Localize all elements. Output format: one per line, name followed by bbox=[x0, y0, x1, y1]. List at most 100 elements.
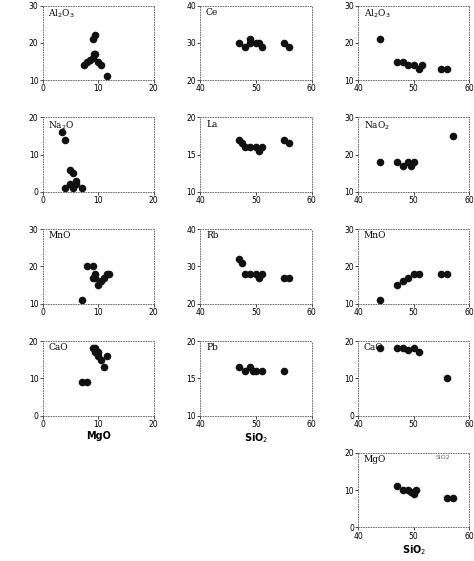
Point bbox=[61, 135, 69, 144]
Text: Al$_2$O$_3$: Al$_2$O$_3$ bbox=[364, 8, 391, 20]
Point bbox=[399, 57, 406, 66]
Point bbox=[89, 273, 96, 282]
Text: Na$_2$O: Na$_2$O bbox=[48, 119, 74, 132]
Point bbox=[399, 344, 406, 353]
Point bbox=[67, 180, 74, 189]
Point bbox=[399, 486, 406, 495]
Point bbox=[376, 158, 384, 167]
Text: La: La bbox=[206, 119, 218, 128]
Point bbox=[258, 142, 265, 151]
Point bbox=[393, 482, 401, 491]
Point bbox=[241, 366, 249, 375]
Point bbox=[236, 362, 243, 371]
Text: CaO: CaO bbox=[364, 343, 383, 352]
Point bbox=[252, 366, 260, 375]
Point bbox=[410, 344, 418, 353]
X-axis label: MgO: MgO bbox=[86, 431, 110, 442]
Point bbox=[258, 42, 265, 51]
Point bbox=[255, 38, 263, 47]
Text: Al$_2$O$_3$: Al$_2$O$_3$ bbox=[48, 8, 75, 20]
Point bbox=[416, 65, 423, 73]
Point bbox=[89, 53, 96, 62]
Point bbox=[103, 269, 110, 278]
Point bbox=[241, 269, 249, 278]
Point bbox=[238, 139, 246, 148]
Point bbox=[438, 269, 445, 278]
Point bbox=[91, 49, 99, 58]
Point bbox=[252, 269, 260, 278]
Point bbox=[241, 142, 249, 151]
Point bbox=[393, 344, 401, 353]
Point bbox=[246, 38, 254, 47]
Point bbox=[399, 277, 406, 286]
Point bbox=[280, 366, 288, 375]
Point bbox=[410, 489, 418, 498]
Point bbox=[376, 344, 384, 353]
Point bbox=[404, 61, 412, 70]
Text: MgO: MgO bbox=[364, 455, 386, 464]
Point bbox=[376, 296, 384, 305]
Point bbox=[399, 162, 406, 171]
Point bbox=[97, 355, 105, 364]
Text: MnO: MnO bbox=[48, 232, 71, 241]
Point bbox=[285, 139, 293, 148]
Text: Rb: Rb bbox=[206, 232, 219, 241]
Point bbox=[241, 42, 249, 51]
Point bbox=[443, 493, 451, 502]
Point bbox=[100, 273, 108, 282]
Point bbox=[236, 255, 243, 264]
Point bbox=[418, 61, 426, 70]
Point bbox=[97, 61, 105, 70]
Point bbox=[416, 348, 423, 357]
Point bbox=[67, 165, 74, 174]
Point bbox=[90, 49, 98, 58]
Point bbox=[89, 344, 96, 353]
Point bbox=[407, 488, 415, 496]
Point bbox=[89, 35, 96, 44]
Point bbox=[285, 42, 293, 51]
Point bbox=[94, 348, 102, 357]
Text: Pb: Pb bbox=[206, 343, 218, 352]
Point bbox=[404, 273, 412, 282]
Point bbox=[410, 269, 418, 278]
Point bbox=[413, 486, 420, 495]
Point bbox=[443, 374, 451, 383]
Point bbox=[72, 176, 80, 185]
Point bbox=[393, 57, 401, 66]
Point bbox=[255, 146, 263, 155]
Point bbox=[94, 280, 102, 289]
Point bbox=[103, 351, 110, 360]
Point bbox=[72, 180, 80, 189]
Point bbox=[246, 142, 254, 151]
Point bbox=[280, 273, 288, 282]
Point bbox=[246, 35, 254, 44]
Point bbox=[410, 158, 418, 167]
Point bbox=[61, 184, 69, 193]
Text: MnO: MnO bbox=[364, 232, 386, 241]
Point bbox=[438, 65, 445, 73]
Point bbox=[94, 351, 102, 360]
Point bbox=[416, 269, 423, 278]
Text: CaO: CaO bbox=[48, 343, 68, 352]
Point bbox=[258, 269, 265, 278]
Point bbox=[249, 366, 257, 375]
Point bbox=[106, 269, 113, 278]
Point bbox=[258, 366, 265, 375]
Point bbox=[91, 269, 99, 278]
Point bbox=[100, 362, 108, 371]
Point bbox=[407, 162, 415, 171]
Point bbox=[255, 273, 263, 282]
Point bbox=[83, 378, 91, 387]
Point bbox=[238, 258, 246, 267]
Text: SIO2: SIO2 bbox=[436, 455, 451, 460]
Point bbox=[246, 269, 254, 278]
Point bbox=[393, 280, 401, 289]
Text: NaO$_2$: NaO$_2$ bbox=[364, 119, 390, 132]
Point bbox=[69, 184, 77, 193]
Point bbox=[280, 135, 288, 144]
Point bbox=[246, 362, 254, 371]
Point bbox=[91, 348, 99, 357]
Point bbox=[83, 262, 91, 271]
Point bbox=[94, 57, 102, 66]
Point bbox=[449, 132, 456, 141]
